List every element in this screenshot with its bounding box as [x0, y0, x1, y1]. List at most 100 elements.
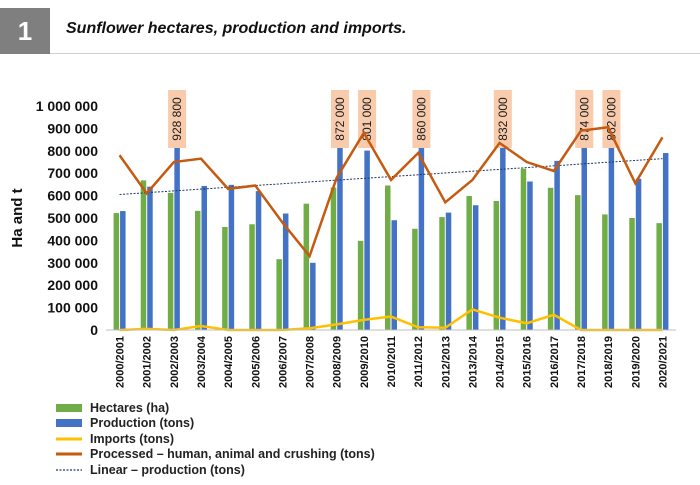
callout-box — [412, 90, 431, 148]
y-tick-label: 400 000 — [47, 232, 98, 248]
legend-item-processed: Processed – human, animal and crushing (… — [56, 447, 375, 463]
legend-item-hectares: Hectares (ha) — [56, 400, 375, 416]
x-tick-label: 2012/2013 — [440, 336, 452, 388]
legend-label-linear: Linear – production (tons) — [90, 462, 245, 477]
callout-box — [330, 90, 349, 148]
callout-label: 860 000 — [414, 97, 428, 141]
legend-swatch-production — [56, 419, 90, 428]
bar-production — [120, 211, 126, 330]
bar-hectares — [439, 217, 445, 330]
bar-production — [554, 160, 560, 330]
bar-hectares — [466, 196, 472, 330]
callout-box — [168, 90, 187, 148]
bar-production — [337, 134, 343, 330]
callout-box — [493, 90, 512, 148]
chart-legend: Hectares (ha) Production (tons) Imports … — [56, 400, 375, 478]
bar-production — [364, 150, 370, 330]
legend-swatch-imports — [56, 435, 90, 443]
bar-production — [527, 181, 533, 330]
bar-production — [472, 205, 479, 330]
x-tick-label: 2001/2002 — [142, 336, 154, 388]
y-tick-label: 800 000 — [47, 143, 98, 159]
legend-item-linear: Linear – production (tons) — [56, 462, 375, 478]
x-tick-label: 2007/2008 — [305, 336, 317, 388]
x-tick-label: 2020/2021 — [657, 336, 669, 388]
y-tick-label: 0 — [90, 322, 98, 338]
trendline-production — [119, 158, 663, 195]
sunflower-chart: 0 100 000 200 000 300 000 400 000 500 000 600 … — [9, 90, 676, 388]
bar-hectares — [140, 180, 147, 330]
callout-label: 801 000 — [360, 97, 374, 141]
callout-label: 862 000 — [604, 97, 618, 141]
bar-hectares — [222, 226, 228, 330]
callout-label: 832 000 — [496, 97, 510, 141]
x-tick-label: 2018/2019 — [603, 336, 615, 388]
y-tick-label: 900 000 — [47, 120, 98, 136]
y-tick-label: 200 000 — [47, 277, 98, 293]
bar-hectares — [303, 203, 310, 330]
bar-production — [500, 143, 506, 330]
y-axis-title: Ha and t — [9, 188, 26, 247]
bar-production — [147, 186, 153, 330]
bar-production — [255, 191, 262, 330]
x-tick-label: 2009/2010 — [359, 336, 371, 388]
legend-swatch-hectares — [56, 403, 90, 412]
legend-item-production: Production (tons) — [56, 416, 375, 432]
x-tick-label: 2006/2007 — [277, 336, 289, 388]
bar-hectares — [575, 195, 581, 330]
bar-production — [662, 153, 669, 330]
bar-hectares — [602, 214, 608, 330]
bar-hectares — [276, 259, 282, 330]
bar-hectares — [249, 224, 255, 330]
x-tick-label: 2016/2017 — [549, 336, 561, 388]
bar-production — [228, 184, 235, 330]
bar-production — [201, 185, 207, 330]
legend-swatch-processed — [56, 450, 90, 458]
bar-production — [174, 121, 180, 331]
legend-label-production: Production (tons) — [90, 416, 195, 431]
bar-production — [282, 213, 289, 330]
y-tick-label: 500 000 — [47, 210, 98, 226]
figure-number-badge: 1 — [0, 8, 50, 54]
x-tick-label: 2000/2001 — [115, 336, 127, 388]
y-tick-label: 1 000 000 — [36, 98, 98, 114]
line-imports — [119, 308, 663, 332]
legend-label-hectares: Hectares (ha) — [90, 400, 170, 415]
bar-production — [418, 137, 425, 330]
legend-label-imports: Imports (tons) — [90, 431, 175, 446]
bar-hectares — [412, 228, 418, 330]
y-tick-label: 600 000 — [47, 188, 98, 204]
x-tick-label: 2008/2009 — [332, 336, 344, 388]
bar-production — [608, 136, 615, 330]
x-tick-label: 2002/2003 — [169, 336, 181, 388]
bar-production — [445, 212, 452, 330]
y-tick-label: 100 000 — [47, 300, 98, 316]
y-tick-label: 300 000 — [47, 255, 98, 271]
legend-label-processed: Processed – human, animal and crushing (… — [90, 447, 375, 462]
bar-hectares — [493, 200, 500, 330]
callout-label: 928 800 — [170, 97, 184, 141]
bar-hectares — [195, 210, 201, 330]
x-tick-label: 2019/2020 — [630, 336, 642, 388]
bar-production — [310, 262, 316, 330]
bar-hectares — [656, 223, 662, 330]
line-processed — [118, 125, 664, 259]
bar-hectares — [629, 218, 635, 330]
bar-hectares — [167, 192, 174, 330]
bar-hectares — [520, 168, 527, 330]
callout-label: 872 000 — [333, 97, 347, 141]
legend-item-imports: Imports (tons) — [56, 431, 375, 447]
x-tick-label: 2011/2012 — [413, 336, 425, 387]
x-tick-label: 2010/2011 — [386, 336, 398, 387]
figure-title: Sunflower hectares, production and impor… — [66, 20, 407, 37]
x-tick-label: 2003/2004 — [196, 335, 208, 388]
x-tick-label: 2017/2018 — [576, 336, 588, 388]
callout-box — [602, 90, 621, 148]
bar-production — [391, 220, 397, 330]
x-tick-label: 2005/2006 — [250, 336, 262, 388]
header-divider — [50, 53, 700, 54]
y-tick-label: 700 000 — [47, 165, 98, 181]
x-tick-label: 2004/2005 — [223, 336, 235, 388]
bar-hectares — [330, 187, 337, 330]
bar-production — [581, 134, 587, 330]
